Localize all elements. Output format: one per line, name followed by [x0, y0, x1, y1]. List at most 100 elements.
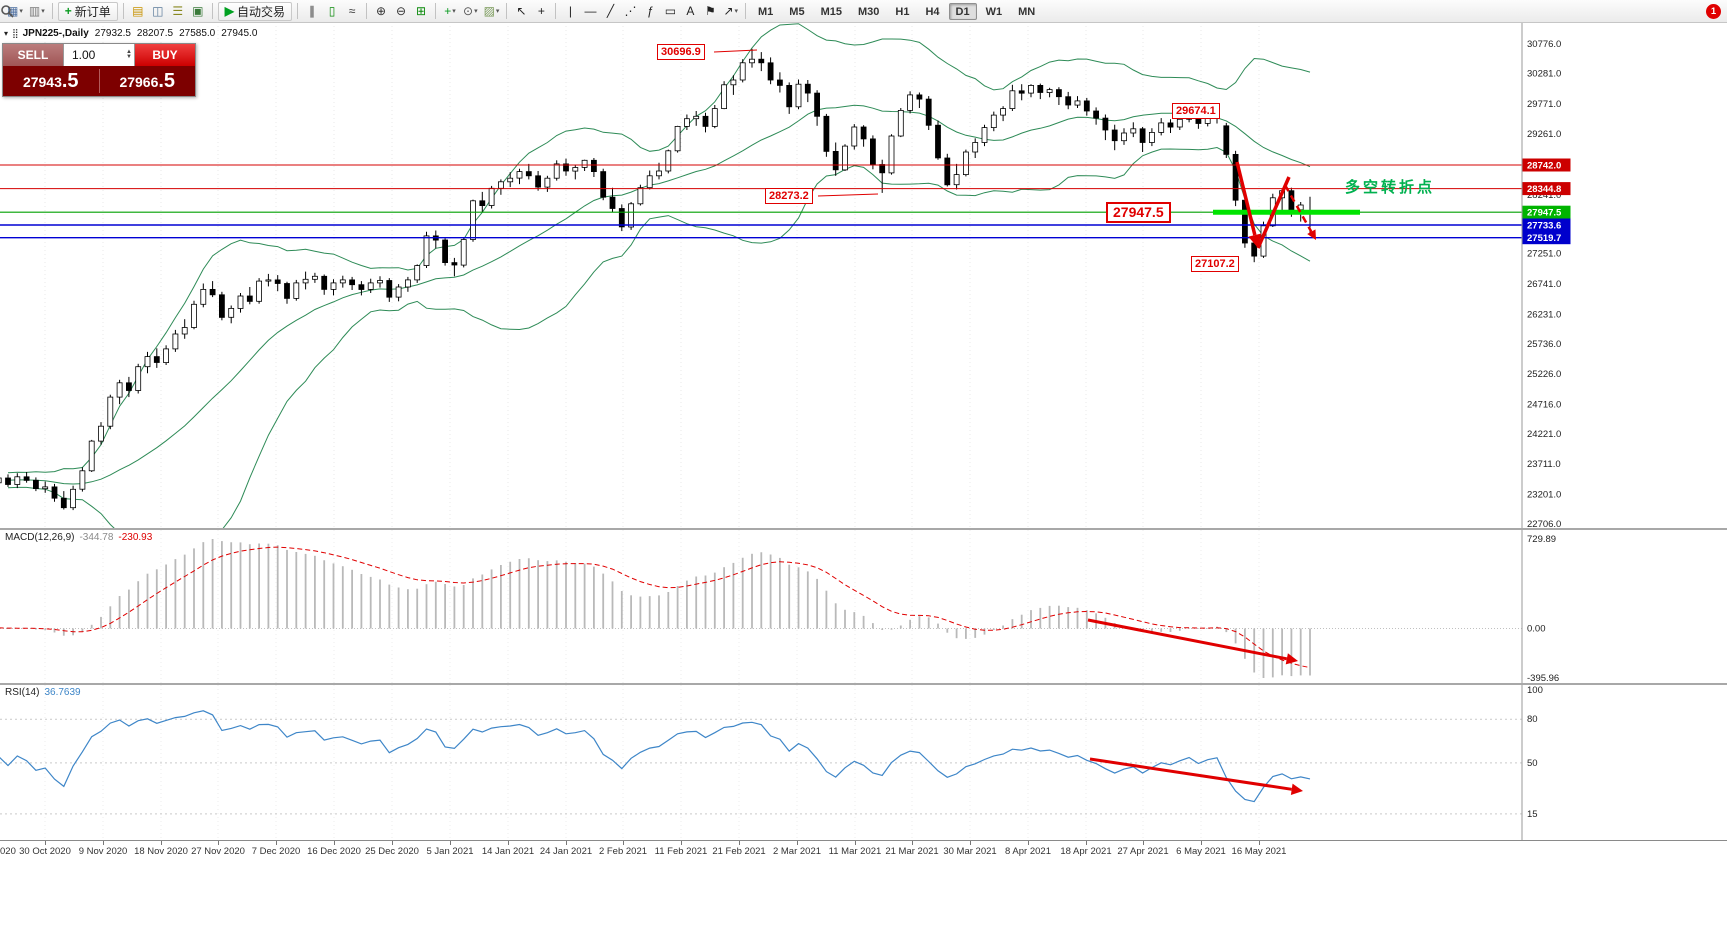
main-chart-pane[interactable]: 30776.0 30281.0 29771.0 29261.0 28241.0 27251…	[0, 22, 1727, 528]
periods-icon-caret[interactable]: ▾	[474, 8, 478, 15]
time-axis-label: 18 Apr 2021	[1060, 846, 1112, 857]
macd-trend-arrow[interactable]	[1087, 618, 1298, 665]
time-axis-label: 9 Nov 2020	[78, 846, 128, 857]
rsi-trend-arrow[interactable]	[1089, 757, 1303, 795]
timeframe-button-W1[interactable]: W1	[985, 5, 1003, 18]
macd-axis-label: 0.00	[1527, 624, 1546, 635]
sell-button[interactable]: SELL	[3, 44, 63, 66]
price-axis[interactable]: 30776.0 30281.0 29771.0 29261.0 28241.0 27251…	[1521, 22, 1571, 528]
bollinger-bands	[7, 23, 1311, 528]
data-window-icon[interactable]: ◫	[148, 2, 168, 21]
candles	[0, 48, 1313, 511]
time-axis-tick	[1259, 841, 1260, 845]
time-axis-label: 16 May 2021	[1231, 846, 1287, 857]
price-axis-label: 26231.0	[1527, 309, 1561, 320]
timeframe-button-H1[interactable]: H1	[895, 5, 910, 18]
macd-signal-value: -230.93	[118, 532, 153, 543]
fibonacci-icon-glyph: ƒ	[647, 4, 654, 18]
rsi-pane[interactable]: 100 80 50 15	[0, 683, 1727, 840]
crosshair-icon[interactable]: +	[531, 2, 551, 21]
timeframe-button-H4[interactable]: H4	[925, 5, 940, 18]
navigator-icon[interactable]: ☰	[168, 2, 188, 21]
text-icon[interactable]: A	[680, 2, 700, 21]
timeframe-button-M5[interactable]: M5	[789, 5, 805, 18]
bar-chart-icon[interactable]: ∥	[302, 2, 322, 21]
new-chart-icon[interactable]: ▦ ▾	[4, 2, 26, 21]
auto-trading-button[interactable]: ▶ 自动交易	[217, 1, 292, 21]
time-axis-label: 24 Jan 2021	[539, 846, 593, 857]
time-axis-tick	[103, 841, 104, 845]
profiles-icon-caret[interactable]: ▾	[41, 8, 45, 15]
arrows-icon-glyph: ↗	[723, 4, 734, 18]
templates-icon-caret[interactable]: ▾	[495, 8, 500, 15]
cursor-icon[interactable]: ↖	[511, 2, 531, 21]
indicators-icon[interactable]: + ▾	[440, 2, 460, 21]
timeframe-button-M1[interactable]: M1	[758, 5, 774, 18]
vertical-line-icon[interactable]: |	[560, 2, 580, 21]
one-click-collapse-icon[interactable]: ▾	[4, 29, 9, 38]
time-axis-label: 25 Dec 2020	[365, 846, 419, 857]
line-chart-icon[interactable]: ≈	[342, 2, 362, 21]
search-icon[interactable]	[1, 2, 1700, 21]
time-axis-tick	[1201, 841, 1202, 845]
periods-icon[interactable]: ⊙ ▾	[460, 2, 481, 21]
channel-icon[interactable]: ⋰	[620, 2, 640, 21]
timeframe-button-MN[interactable]: MN	[1018, 5, 1036, 18]
price-axis-label: 25736.0	[1527, 339, 1561, 350]
time-axis-tick	[392, 841, 393, 845]
time-axis-tick	[1086, 841, 1087, 845]
fibonacci-icon[interactable]: ƒ	[640, 2, 660, 21]
timeframe-button-D1[interactable]: D1	[948, 2, 977, 20]
volume-value[interactable]: 1.00	[72, 48, 96, 62]
candlestick-chart-icon[interactable]: ▯	[322, 2, 342, 21]
time-axis-tick	[797, 841, 798, 845]
symbol-bar: ▾ ⣿ JPN225-,Daily 27932.5 28207.5 27585.…	[4, 28, 257, 39]
label-icon[interactable]: ⚑	[700, 2, 720, 21]
volume-down-icon[interactable]: ▼	[126, 54, 132, 60]
terminal-icon[interactable]: ▣	[188, 2, 208, 21]
time-axis[interactable]: 22 Oct 202030 Oct 2020 9 Nov 2020 18 Nov 2…	[0, 840, 1727, 862]
zoom-in-icon[interactable]: ⊕	[371, 2, 391, 21]
indicators-icon-glyph: +	[444, 4, 452, 18]
price-axis-label: 23711.0	[1527, 459, 1561, 470]
new-chart-icon-glyph: ▦	[7, 4, 19, 18]
timeframe-button-M15[interactable]: M15	[820, 5, 842, 18]
buy-button[interactable]: BUY	[135, 44, 195, 66]
indicators-icon-caret[interactable]: ▾	[452, 8, 456, 15]
candlestick-chart-icon-glyph: ▯	[328, 4, 336, 18]
profiles-icon-glyph: ▥	[28, 4, 41, 18]
trendline-icon-glyph: ╱	[606, 4, 615, 18]
time-axis-label: 21 Mar 2021	[885, 846, 939, 857]
rsi-axis-label: 50	[1527, 758, 1538, 769]
buy-price: 27966.5	[119, 69, 176, 92]
notification-badge[interactable]: 1	[1706, 3, 1721, 19]
macd-grid	[44, 530, 1260, 683]
timeframe-toolbar: M1 M5 M15 M30 H1 H4 D1 W1 MN	[750, 2, 1043, 20]
trend-arrows[interactable]	[713, 49, 1316, 249]
rsi-indicator-label: RSI(14) 36.7639	[5, 687, 81, 698]
main-grid	[44, 22, 1260, 528]
arrows-icon[interactable]: ↗ ▾	[720, 2, 741, 21]
templates-icon[interactable]: ▨ ▾	[481, 2, 503, 21]
shapes-icon[interactable]: ▭	[660, 2, 680, 21]
arrows-icon-caret[interactable]: ▾	[734, 8, 739, 15]
new-order-button[interactable]: + 新订单	[57, 1, 118, 21]
time-axis-label: 16 Dec 2020	[307, 846, 361, 857]
zoom-out-icon[interactable]: ⊖	[391, 2, 411, 21]
price-axis-label: 24716.0	[1527, 399, 1561, 410]
volume-up-icon[interactable]: ▲	[126, 49, 132, 55]
new-chart-icon-caret[interactable]: ▾	[19, 8, 23, 15]
trendline-icon[interactable]: ╱	[600, 2, 620, 21]
volume-spinner[interactable]: ▲ ▼	[126, 49, 132, 60]
time-axis-label: 27 Apr 2021	[1117, 846, 1169, 857]
new-order-button-label: 新订单	[74, 4, 111, 19]
market-watch-icon[interactable]: ▤	[128, 2, 148, 21]
profiles-icon[interactable]: ▥ ▾	[26, 2, 48, 21]
timeframe-button-M30[interactable]: M30	[857, 5, 880, 18]
toolbar-separator	[745, 3, 747, 19]
volume-field[interactable]: 1.00 ▲ ▼	[63, 44, 135, 66]
macd-main-value: -344.78	[79, 532, 114, 543]
horizontal-line-icon[interactable]: —	[580, 2, 600, 21]
tile-windows-icon[interactable]: ⊞	[411, 2, 431, 21]
macd-pane[interactable]: 729.89 0.00 -395.96	[0, 528, 1727, 683]
